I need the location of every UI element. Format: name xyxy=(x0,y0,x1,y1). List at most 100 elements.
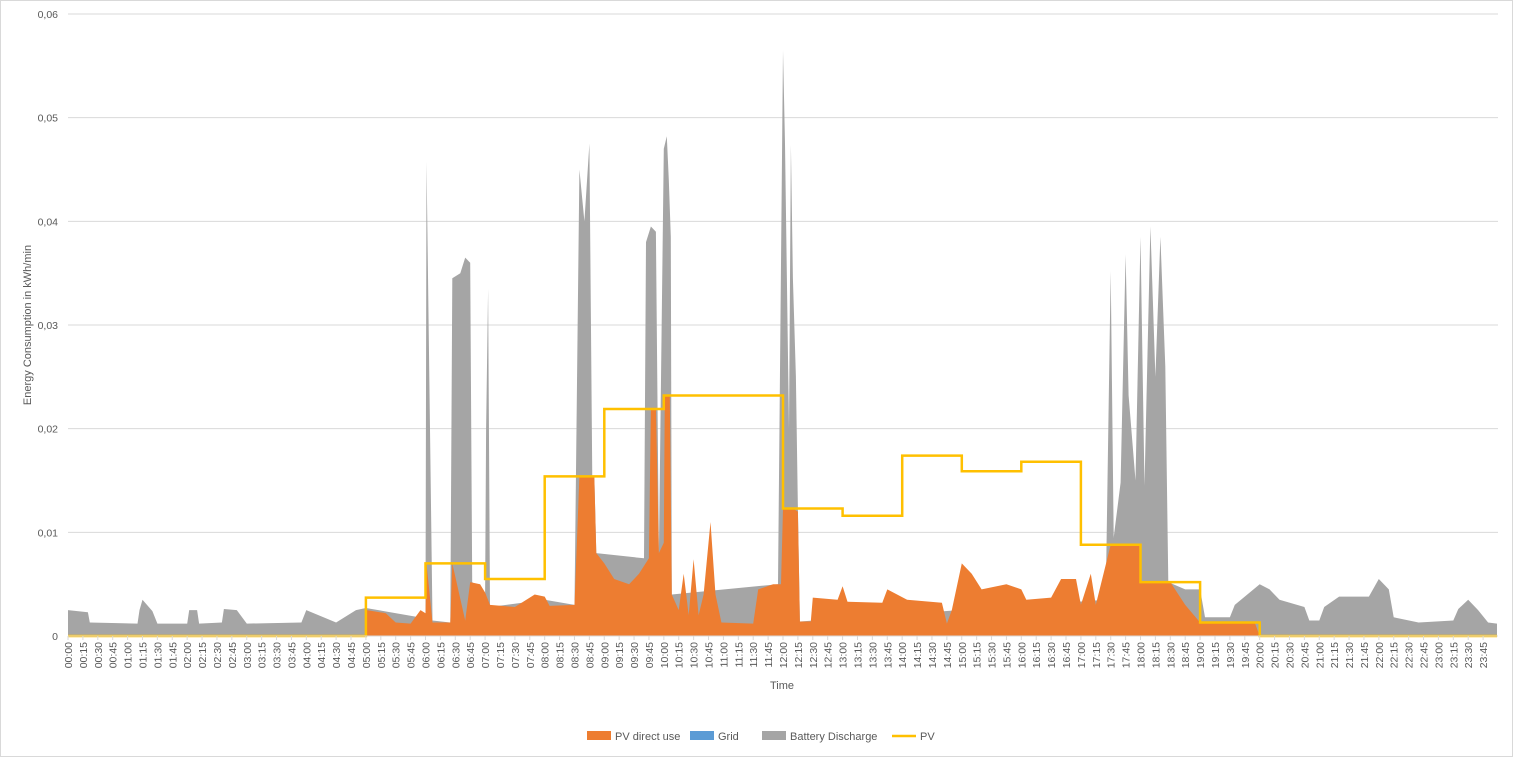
x-tick-label: 15:30 xyxy=(987,642,999,668)
y-axis-title: Energy Consumption in kWh/min xyxy=(22,245,34,405)
series-pv-direct-use-area xyxy=(365,395,1260,636)
x-tick-label: 00:15 xyxy=(78,642,90,668)
x-tick-label: 09:30 xyxy=(629,642,641,668)
legend-label: PV xyxy=(920,731,935,743)
x-tick-label: 12:30 xyxy=(808,642,820,668)
x-tick-label: 08:45 xyxy=(584,642,596,668)
x-tick-label: 21:00 xyxy=(1314,642,1326,668)
legend: PV direct use Grid Battery Discharge PV xyxy=(587,731,935,743)
series-layer xyxy=(68,50,1497,638)
x-tick-label: 07:00 xyxy=(480,642,492,668)
x-tick-label: 18:30 xyxy=(1165,642,1177,668)
x-axis-title: Time xyxy=(770,680,794,692)
x-tick-label: 10:00 xyxy=(659,642,671,668)
x-tick-label: 22:45 xyxy=(1419,642,1431,668)
x-tick-label: 14:00 xyxy=(897,642,909,668)
y-tick-label: 0,02 xyxy=(38,424,59,436)
x-tick-label: 09:15 xyxy=(614,642,626,668)
x-tick-label: 19:15 xyxy=(1210,642,1222,668)
legend-swatch xyxy=(690,731,714,740)
x-tick-label: 13:15 xyxy=(852,642,864,668)
y-tick-label: 0,03 xyxy=(38,320,59,332)
x-tick-label: 07:30 xyxy=(510,642,522,668)
x-tick-label: 01:30 xyxy=(152,642,164,668)
legend-item-pv-direct-use: PV direct use xyxy=(587,731,680,743)
legend-swatch xyxy=(762,731,786,740)
x-tick-label: 15:00 xyxy=(957,642,969,668)
x-tick-label: 23:15 xyxy=(1448,642,1460,668)
y-tick-label: 0,06 xyxy=(38,9,59,21)
x-tick-label: 06:30 xyxy=(450,642,462,668)
x-tick-label: 17:00 xyxy=(1076,642,1088,668)
x-tick-label: 20:00 xyxy=(1255,642,1267,668)
x-tick-label: 13:45 xyxy=(882,642,894,668)
x-tick-label: 20:15 xyxy=(1270,642,1282,668)
x-tick-label: 11:30 xyxy=(748,642,760,668)
y-axis: 0 0,01 0,02 0,03 0,04 0,05 0,06 xyxy=(38,9,59,643)
x-tick-label: 16:00 xyxy=(1016,642,1028,668)
x-tick-label: 22:15 xyxy=(1389,642,1401,668)
legend-swatch xyxy=(587,731,611,740)
x-tick-label: 19:00 xyxy=(1195,642,1207,668)
x-tick-label: 04:15 xyxy=(316,642,328,668)
x-tick-label: 10:30 xyxy=(689,642,701,668)
x-tick-label: 23:00 xyxy=(1433,642,1445,668)
x-tick-label: 16:30 xyxy=(1046,642,1058,668)
x-tick-label: 07:15 xyxy=(495,642,507,668)
x-tick-label: 11:45 xyxy=(763,642,775,668)
x-tick-label: 10:45 xyxy=(704,642,716,668)
x-tick-label: 14:15 xyxy=(912,642,924,668)
x-tick-label: 12:45 xyxy=(823,642,835,668)
x-tick-label: 02:30 xyxy=(212,642,224,668)
x-tick-label: 03:45 xyxy=(286,642,298,668)
x-tick-label: 10:15 xyxy=(674,642,686,668)
x-tick-label: 15:45 xyxy=(1001,642,1013,668)
x-tick-label: 21:15 xyxy=(1329,642,1341,668)
x-tick-label: 13:00 xyxy=(838,642,850,668)
x-tick-label: 05:15 xyxy=(376,642,388,668)
x-tick-label: 08:30 xyxy=(569,642,581,668)
y-tick-label: 0,05 xyxy=(38,113,59,125)
x-tick-label: 14:45 xyxy=(942,642,954,668)
x-tick-label: 18:00 xyxy=(1136,642,1148,668)
x-tick-label: 16:45 xyxy=(1061,642,1073,668)
x-tick-label: 20:30 xyxy=(1284,642,1296,668)
x-tick-label: 12:15 xyxy=(793,642,805,668)
x-tick-label: 17:45 xyxy=(1121,642,1133,668)
x-tick-label: 22:00 xyxy=(1374,642,1386,668)
x-tick-label: 19:45 xyxy=(1240,642,1252,668)
legend-item-battery-discharge: Battery Discharge xyxy=(762,731,877,743)
x-tick-label: 02:15 xyxy=(197,642,209,668)
x-tick-label: 07:45 xyxy=(525,642,537,668)
x-tick-label: 20:45 xyxy=(1299,642,1311,668)
x-tick-label: 00:45 xyxy=(108,642,120,668)
x-tick-label: 15:15 xyxy=(972,642,984,668)
x-tick-label: 13:30 xyxy=(867,642,879,668)
x-tick-label: 12:00 xyxy=(778,642,790,668)
x-tick-label: 06:45 xyxy=(465,642,477,668)
x-tick-label: 04:00 xyxy=(301,642,313,668)
x-tick-label: 09:00 xyxy=(599,642,611,668)
x-axis: 00:00 00:15 00:30 00:45 01:00 01:15 01:30 01:45… xyxy=(63,636,1490,668)
x-tick-label: 00:00 xyxy=(63,642,75,668)
x-tick-label: 23:30 xyxy=(1463,642,1475,668)
y-tick-label: 0 xyxy=(52,631,58,643)
x-tick-label: 21:45 xyxy=(1359,642,1371,668)
x-tick-label: 04:45 xyxy=(346,642,358,668)
x-tick-label: 00:30 xyxy=(93,642,105,668)
x-tick-label: 22:30 xyxy=(1404,642,1416,668)
x-tick-label: 09:45 xyxy=(644,642,656,668)
y-tick-label: 0,04 xyxy=(38,216,59,228)
x-tick-label: 17:15 xyxy=(1091,642,1103,668)
x-tick-label: 18:45 xyxy=(1180,642,1192,668)
x-tick-label: 03:15 xyxy=(257,642,269,668)
x-tick-label: 08:00 xyxy=(540,642,552,668)
x-tick-label: 11:00 xyxy=(718,642,730,668)
legend-label: Grid xyxy=(718,731,739,743)
x-tick-label: 18:15 xyxy=(1150,642,1162,668)
x-tick-label: 06:15 xyxy=(435,642,447,668)
x-tick-label: 11:15 xyxy=(733,642,745,668)
x-tick-label: 02:00 xyxy=(182,642,194,668)
legend-item-pv: PV xyxy=(892,731,935,743)
x-tick-label: 23:45 xyxy=(1478,642,1490,668)
